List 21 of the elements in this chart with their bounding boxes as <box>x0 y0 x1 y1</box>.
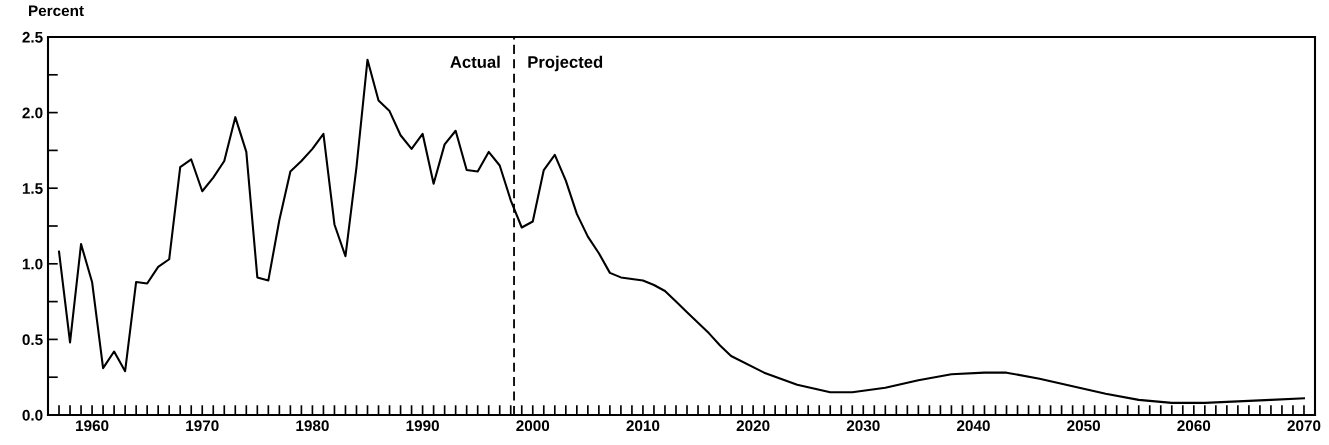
y-axis-title: Percent <box>29 5 84 17</box>
y-tick-label: 0.0 <box>22 409 43 421</box>
x-tick-label: 1990 <box>406 420 439 432</box>
x-tick-label: 2070 <box>1287 420 1321 432</box>
x-tick-label: 1960 <box>76 420 109 432</box>
y-tick-label: 1.0 <box>22 258 43 270</box>
x-tick-label: 1980 <box>296 420 329 432</box>
x-tick-label: 2050 <box>1067 420 1100 432</box>
x-tick-label: 2000 <box>516 420 550 432</box>
y-tick-label: 1.5 <box>22 183 43 194</box>
y-tick-label: 2.0 <box>22 107 43 119</box>
x-tick-label: 2020 <box>736 420 770 432</box>
y-tick-label: 0.5 <box>22 334 43 346</box>
x-tick-label: 2040 <box>957 420 990 432</box>
annotation: Projected <box>528 55 603 72</box>
annotation: Actual <box>450 55 500 68</box>
x-tick-label: 1970 <box>186 420 219 432</box>
y-tick-label: 2.5 <box>22 31 43 43</box>
x-tick-label: 2060 <box>1177 420 1211 432</box>
x-tick-label: 2010 <box>626 420 660 432</box>
x-tick-label: 2030 <box>846 420 880 432</box>
